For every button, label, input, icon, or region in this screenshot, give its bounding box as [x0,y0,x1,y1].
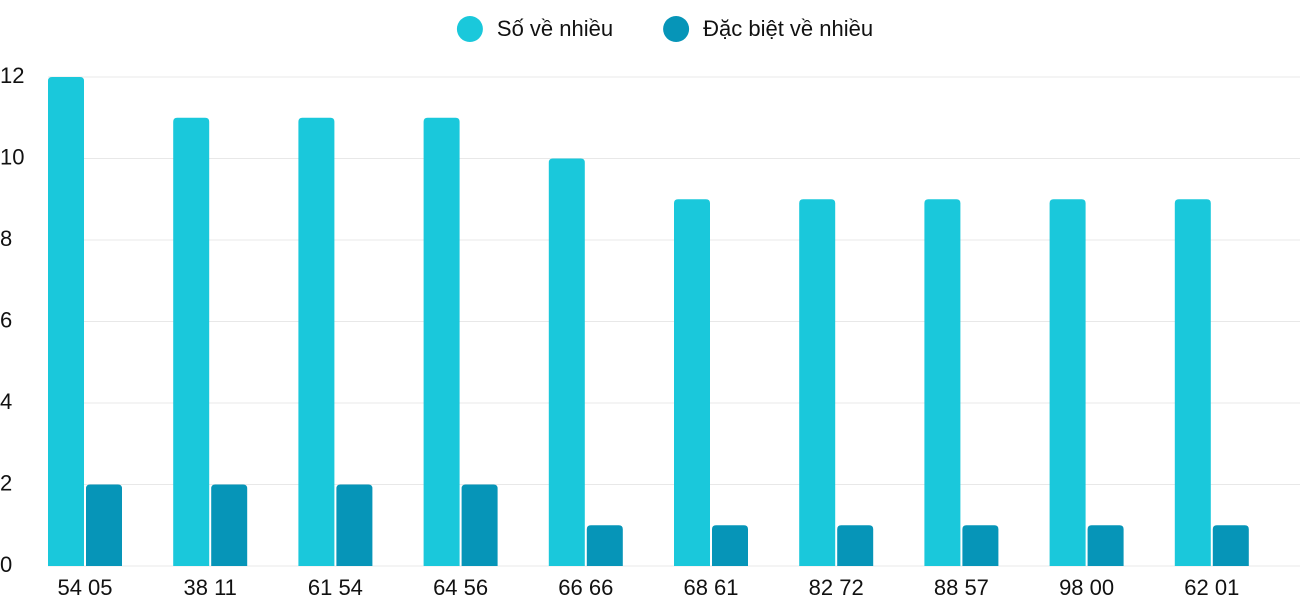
bar [962,525,999,566]
bar [548,158,585,566]
x-tick-label: 61 54 [308,575,363,600]
bar [336,484,373,566]
legend-label: Số về nhiều [497,16,613,41]
bar [837,525,874,566]
bar [211,484,248,566]
y-tick-label: 0 [0,552,12,577]
bar [423,117,460,566]
y-tick-label: 12 [0,63,24,88]
bar [86,484,122,566]
bar [674,199,710,566]
legend-marker [663,16,690,42]
bar [1212,525,1249,566]
bar [1174,199,1211,566]
x-tick-label: 64 56 [433,575,488,600]
legend-label: Đặc biệt về nhiều [703,16,873,41]
bar [461,484,498,566]
x-tick-label: 66 66 [558,575,613,600]
bar [1049,199,1086,566]
bar [173,117,210,566]
y-tick-label: 8 [0,226,12,251]
bar [712,525,748,566]
x-tick-label: 88 57 [934,575,989,600]
bar [298,117,335,566]
bar [924,199,961,566]
x-tick-label: 62 01 [1184,575,1239,600]
x-tick-label: 54 05 [57,575,112,600]
bar [1087,525,1124,566]
y-tick-label: 4 [0,389,12,414]
bar [586,525,623,566]
legend-marker [456,16,483,42]
bar [48,77,84,566]
y-tick-label: 2 [0,470,12,495]
bar [799,199,836,566]
x-tick-label: 82 72 [809,575,864,600]
x-tick-label: 98 00 [1059,575,1114,600]
y-tick-label: 6 [0,307,12,332]
x-tick-label: 68 61 [683,575,738,600]
x-tick-label: 38 11 [183,575,236,600]
y-tick-label: 10 [0,144,24,169]
